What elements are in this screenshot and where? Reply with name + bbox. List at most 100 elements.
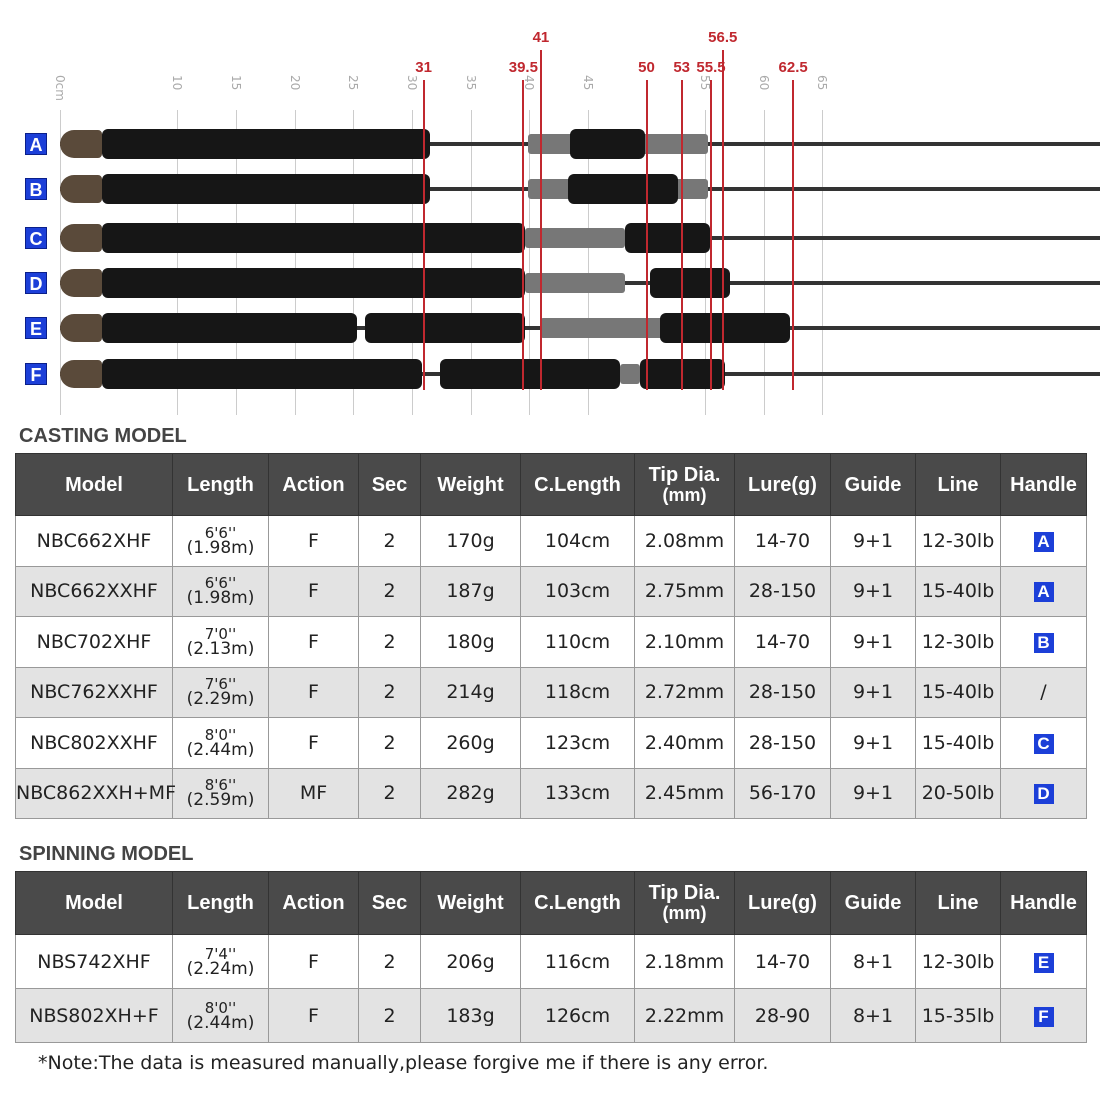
column-header-text: Tip Dia. [648,882,721,904]
cell-lure: 28-150 [734,565,831,617]
cell-action: F [268,616,359,668]
length-meters: (2.13m) [186,638,255,659]
cell-action: F [268,988,359,1043]
cell-handle: / [1000,666,1087,718]
cell-line: 12-30lb [915,934,1001,989]
ruler-tick-label: 30 [404,75,419,91]
length-meters: (1.98m) [186,537,255,558]
reel-seat [525,273,625,293]
cell-model: NBC802XXHF [15,717,173,769]
handle-badge-f: F [25,363,47,385]
measure-marker-label: 41 [532,29,550,46]
column-header: Handle [1000,871,1087,935]
ruler-tick [60,110,61,415]
grip [310,129,430,159]
cell-handle: B [1000,616,1087,668]
cell-line: 20-50lb [915,767,1001,819]
cell-weight: 170g [420,515,521,567]
measure-marker-label: 62.5 [778,59,808,76]
length-feet: 8'6'' [204,776,237,795]
spinning-table: Model Length Action Sec Weight C.Length Tip Di… [15,871,1087,1043]
measure-marker-label: 50 [638,59,655,76]
length-meters: (1.98m) [186,588,255,609]
table-row: NBC662XXHF 6'6'' (1.98m) F 2 187g 103cm 2.75mm 2… [15,565,1087,617]
ruler-tick [177,110,179,415]
length-feet: 8'0'' [204,725,237,744]
measure-marker-line [422,80,425,390]
measure-marker-line [522,80,525,390]
cell-length: 8'0'' (2.44m) [172,988,269,1043]
cell-action: F [268,934,359,989]
spinning-title: SPINNING MODEL [19,843,194,865]
column-header-text: Guide [844,892,902,914]
measure-marker-label: 56.5 [708,29,738,46]
cell-lure: 56-170 [734,767,831,819]
ruler-tick [411,110,413,415]
rod-handle-f [60,359,1100,389]
cell-weight: 183g [420,988,521,1043]
length-feet: 8'0'' [204,998,237,1017]
table-row: NBC862XXH+MF 8'6'' (2.59m) MF 2 282g 133cm 2.45… [15,767,1087,819]
column-header: Lure(g) [734,453,831,516]
cell-length: 6'6'' (1.98m) [172,515,269,567]
measure-marker-label: 39.5 [508,59,538,76]
cell-guide: 9+1 [830,666,916,718]
butt-cap [60,360,102,388]
column-header-text: Weight [437,892,504,914]
cell-length: 6'6'' (1.98m) [172,565,269,617]
cell-line: 15-40lb [915,717,1001,769]
cell-tip: 2.72mm [634,666,735,718]
column-header-text: Sec [371,892,408,914]
column-header: Action [268,453,359,516]
cell-clength: 103cm [520,565,635,617]
handle-badge: F [1033,1006,1054,1027]
grip [440,359,620,389]
grip [102,268,427,298]
cell-line: 15-35lb [915,988,1001,1043]
column-header-text: C.Length [534,473,621,496]
handle-badge: / [1040,681,1047,704]
column-header: Action [268,871,359,935]
cell-model: NBC762XXHF [15,666,173,718]
cell-clength: 118cm [520,666,635,718]
length-meters: (2.44m) [186,1012,255,1033]
measure-marker-line [710,80,712,390]
cell-lure: 28-150 [734,666,831,718]
column-header-text: Guide [844,473,902,496]
length-meters: (2.24m) [186,958,255,979]
cell-guide: 8+1 [830,988,916,1043]
column-header-text: Handle [1010,892,1077,914]
handle-badge-a: A [25,133,47,155]
handle-badge: E [1033,952,1054,973]
length-feet: 7'4'' [204,944,237,963]
cell-action: MF [268,767,359,819]
reel-seat [620,364,640,384]
table-row: NBC702XHF 7'0'' (2.13m) F 2 180g 110cm 2.10mm 14… [15,616,1087,668]
reel-seat [540,318,690,338]
butt-cap [60,269,102,297]
handle-badge: A [1033,531,1054,552]
column-header-text: Lure(g) [748,892,817,914]
column-header: Guide [830,871,916,935]
cell-weight: 180g [420,616,521,668]
cell-guide: 9+1 [830,515,916,567]
cell-guide: 9+1 [830,767,916,819]
ruler-tick-label: 65 [815,75,830,91]
cell-action: F [268,717,359,769]
cell-clength: 110cm [520,616,635,668]
column-header-text: Action [282,473,345,496]
header-row: Model Length Action Sec Weight C.Length Tip Di… [15,453,1087,516]
cell-sec: 2 [358,565,421,617]
cell-tip: 2.22mm [634,988,735,1043]
length-meters: (2.59m) [186,790,255,811]
cell-weight: 260g [420,717,521,769]
ruler-tick [470,110,472,415]
cell-handle: C [1000,717,1087,769]
butt-cap [60,175,102,203]
cell-clength: 133cm [520,767,635,819]
cell-length: 8'0'' (2.44m) [172,717,269,769]
table-row: NBS742XHF 7'4'' (2.24m) F 2 206g 116cm 2.18mm 14… [15,934,1087,989]
cell-length: 7'0'' (2.13m) [172,616,269,668]
column-header: Lure(g) [734,871,831,935]
handle-badge-c: C [25,227,47,249]
